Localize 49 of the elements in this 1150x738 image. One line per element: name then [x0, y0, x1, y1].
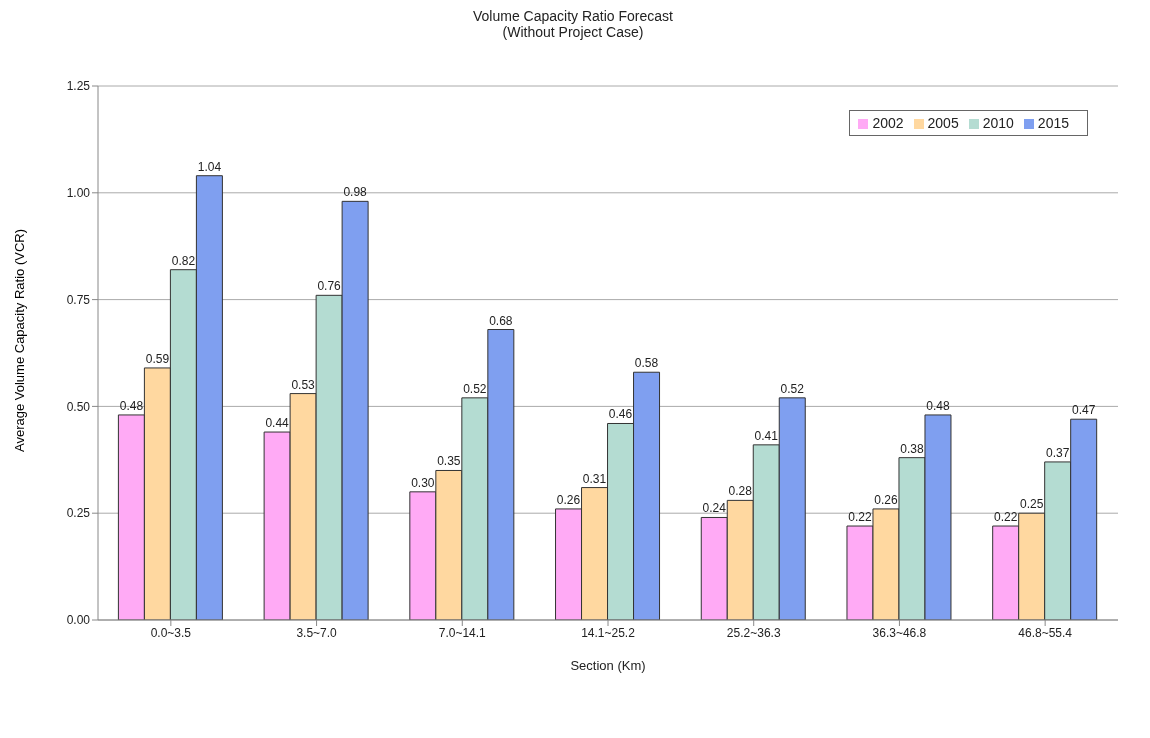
y-axis-title: Average Volume Capacity Ratio (VCR): [12, 228, 28, 452]
x-tick-label: 0.0~3.5: [150, 625, 192, 640]
y-tick-label: 0.00: [66, 613, 91, 628]
data-label: 0.98: [343, 185, 368, 200]
y-tick-label: 0.75: [66, 292, 91, 307]
y-tick-label: 0.50: [66, 399, 91, 414]
data-label: 0.68: [489, 313, 513, 328]
data-label: 1.04: [197, 159, 222, 174]
data-label: 0.28: [728, 484, 753, 499]
y-tick-label: 1.25: [66, 79, 91, 94]
data-label: 0.24: [702, 501, 727, 516]
data-label: 0.25: [1020, 497, 1044, 512]
data-label: 0.26: [874, 492, 898, 507]
data-label: 0.53: [291, 377, 316, 392]
legend-label: 2015: [1037, 115, 1069, 131]
data-label: 0.22: [994, 510, 1018, 525]
legend-label: 2005: [927, 115, 959, 131]
data-label: 0.46: [608, 407, 633, 422]
x-tick-label: 36.3~46.8: [872, 625, 927, 640]
data-label: 0.26: [556, 492, 581, 507]
x-axis-title: Section (Km): [570, 658, 646, 673]
data-label: 0.37: [1046, 445, 1070, 460]
data-label: 0.59: [145, 351, 170, 366]
legend-label: 2010: [982, 115, 1014, 131]
data-label: 0.30: [411, 475, 435, 490]
data-label: 0.22: [848, 510, 872, 525]
x-tick-label: 25.2~36.3: [726, 625, 781, 640]
data-label: 0.38: [900, 441, 924, 456]
data-label: 0.48: [119, 398, 144, 413]
data-label: 0.41: [754, 428, 779, 443]
data-label: 0.58: [634, 356, 659, 371]
x-tick-label: 3.5~7.0: [296, 625, 338, 640]
y-tick-label: 0.25: [66, 506, 91, 521]
data-label: 0.35: [437, 454, 461, 469]
data-label: 0.44: [265, 416, 290, 431]
y-tick-label: 1.00: [66, 186, 91, 201]
chart-subtitle: (Without Project Case): [501, 24, 645, 40]
chart-title: Volume Capacity Ratio Forecast: [472, 8, 674, 24]
legend-label: 2002: [872, 115, 904, 131]
data-label: 0.82: [171, 253, 196, 268]
data-label: 0.52: [780, 381, 805, 396]
data-label: 0.52: [463, 381, 487, 396]
x-tick-label: 7.0~14.1: [438, 625, 487, 640]
data-label: 0.47: [1072, 403, 1096, 418]
data-label: 0.48: [926, 398, 950, 413]
x-tick-label: 14.1~25.2: [581, 625, 636, 640]
x-tick-label: 46.8~55.4: [1018, 625, 1073, 640]
data-label: 0.31: [582, 471, 607, 486]
data-label: 0.76: [317, 279, 342, 294]
